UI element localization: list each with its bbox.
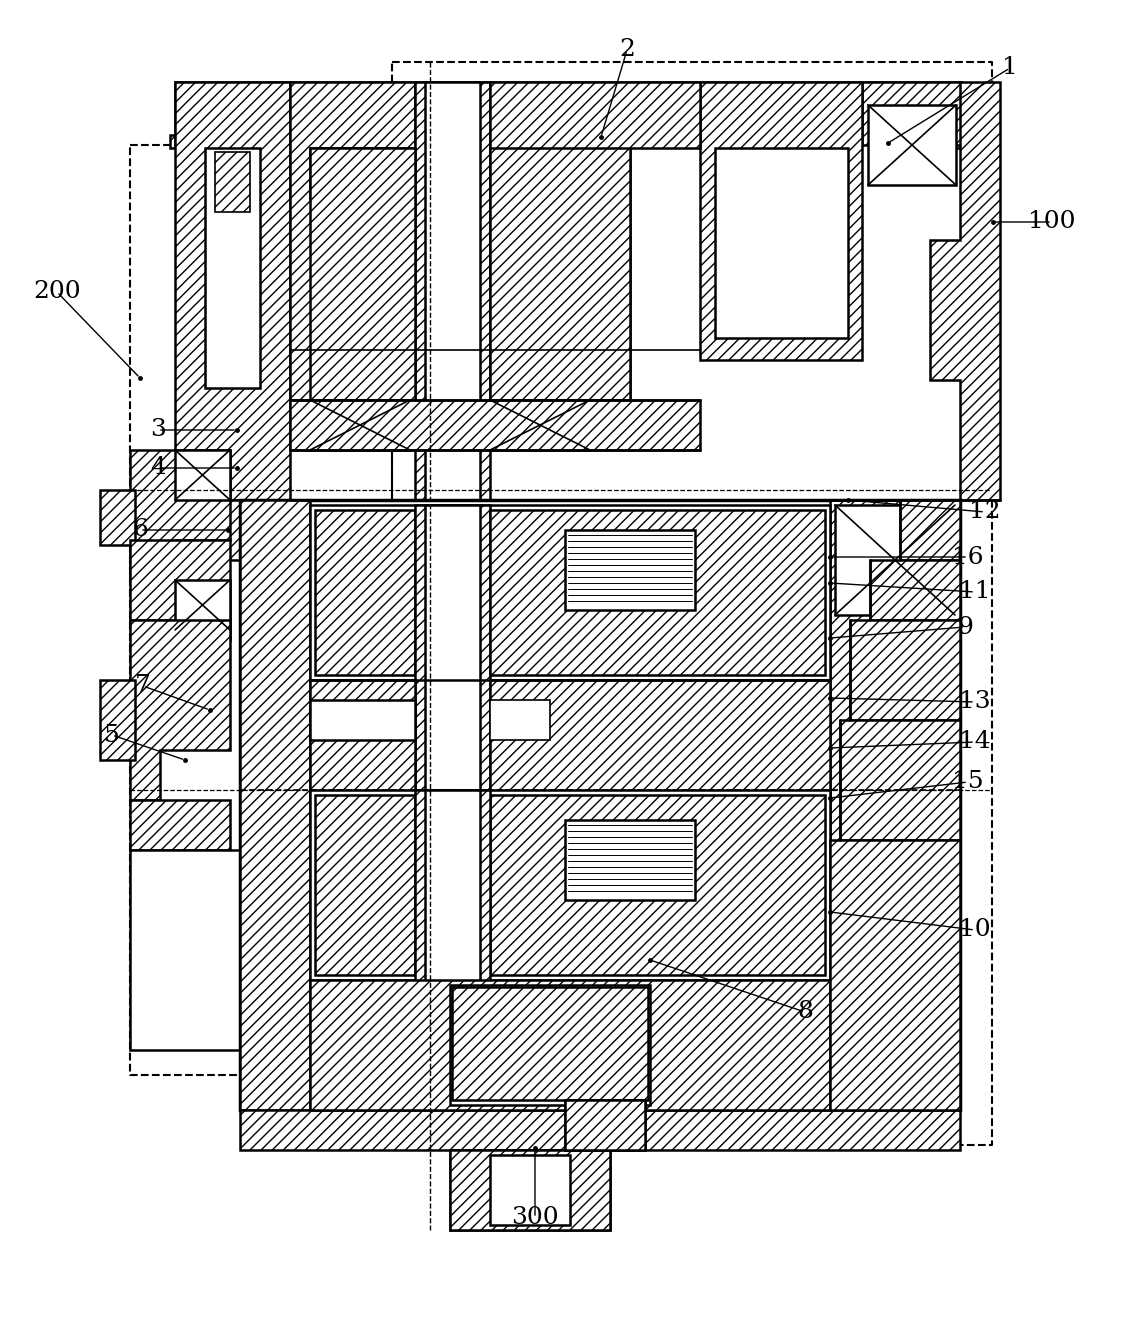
Polygon shape xyxy=(310,681,415,801)
Polygon shape xyxy=(170,82,960,148)
Text: 16: 16 xyxy=(952,546,984,568)
Bar xyxy=(600,360,625,390)
Polygon shape xyxy=(450,1150,610,1231)
Polygon shape xyxy=(240,1111,960,1150)
Polygon shape xyxy=(490,795,825,975)
Polygon shape xyxy=(490,681,830,801)
Bar xyxy=(505,290,615,350)
Bar xyxy=(490,400,590,450)
Bar xyxy=(490,1155,570,1225)
Polygon shape xyxy=(310,505,830,681)
Polygon shape xyxy=(490,510,825,675)
Bar xyxy=(565,820,695,900)
Text: 1: 1 xyxy=(1002,57,1018,79)
Bar xyxy=(215,152,250,212)
Polygon shape xyxy=(850,620,960,720)
Polygon shape xyxy=(310,790,830,980)
Polygon shape xyxy=(175,500,290,561)
Polygon shape xyxy=(870,561,960,620)
Text: 4: 4 xyxy=(150,456,166,480)
Polygon shape xyxy=(99,681,135,760)
Text: 6: 6 xyxy=(133,518,147,542)
Polygon shape xyxy=(415,505,490,801)
Polygon shape xyxy=(240,500,960,1111)
Polygon shape xyxy=(130,450,230,580)
Bar xyxy=(310,700,415,740)
Text: 11: 11 xyxy=(959,580,991,604)
Bar xyxy=(505,360,575,390)
Bar xyxy=(310,148,405,198)
Polygon shape xyxy=(490,82,700,400)
Bar xyxy=(205,148,259,388)
Polygon shape xyxy=(490,148,630,400)
Bar xyxy=(836,505,956,615)
Text: 200: 200 xyxy=(33,281,81,303)
Polygon shape xyxy=(290,82,415,400)
Text: 13: 13 xyxy=(959,691,991,714)
Polygon shape xyxy=(130,801,230,849)
Bar xyxy=(490,700,550,740)
Polygon shape xyxy=(840,720,960,840)
Polygon shape xyxy=(700,82,862,360)
Text: 7: 7 xyxy=(135,674,151,698)
Text: 5: 5 xyxy=(104,724,120,747)
Bar xyxy=(175,450,230,500)
Polygon shape xyxy=(830,500,960,1111)
Bar xyxy=(450,1150,610,1231)
Bar xyxy=(716,148,848,338)
Polygon shape xyxy=(830,840,960,1111)
Text: 15: 15 xyxy=(952,770,984,794)
Polygon shape xyxy=(315,795,415,975)
Bar xyxy=(175,580,230,630)
Polygon shape xyxy=(310,148,415,400)
Bar xyxy=(868,106,956,185)
Polygon shape xyxy=(830,500,960,561)
Bar xyxy=(320,148,395,183)
Polygon shape xyxy=(415,790,490,1100)
Text: 3: 3 xyxy=(150,418,166,442)
Polygon shape xyxy=(415,82,490,510)
Text: 10: 10 xyxy=(959,918,991,942)
Polygon shape xyxy=(130,620,230,801)
Polygon shape xyxy=(700,500,960,561)
Text: 9: 9 xyxy=(957,616,973,638)
Bar xyxy=(450,985,650,1105)
Bar xyxy=(565,530,695,609)
Polygon shape xyxy=(315,510,415,675)
Polygon shape xyxy=(240,500,310,1111)
Polygon shape xyxy=(290,400,700,450)
Bar xyxy=(425,505,480,805)
Polygon shape xyxy=(130,849,240,1050)
Polygon shape xyxy=(99,489,135,545)
Polygon shape xyxy=(130,539,230,640)
Polygon shape xyxy=(310,980,830,1111)
Bar xyxy=(310,400,410,450)
Bar xyxy=(425,790,480,1100)
Polygon shape xyxy=(175,82,290,500)
Text: 2: 2 xyxy=(620,38,636,62)
Bar xyxy=(505,220,615,280)
Text: 14: 14 xyxy=(959,731,991,753)
Bar xyxy=(425,82,480,682)
Text: 300: 300 xyxy=(511,1207,559,1229)
Polygon shape xyxy=(930,82,1000,500)
Text: 8: 8 xyxy=(797,1001,813,1024)
Bar xyxy=(565,1100,645,1150)
Polygon shape xyxy=(565,1100,645,1150)
Text: 100: 100 xyxy=(1029,211,1076,233)
Text: 12: 12 xyxy=(969,500,1001,524)
Polygon shape xyxy=(451,987,648,1100)
Polygon shape xyxy=(862,82,962,145)
